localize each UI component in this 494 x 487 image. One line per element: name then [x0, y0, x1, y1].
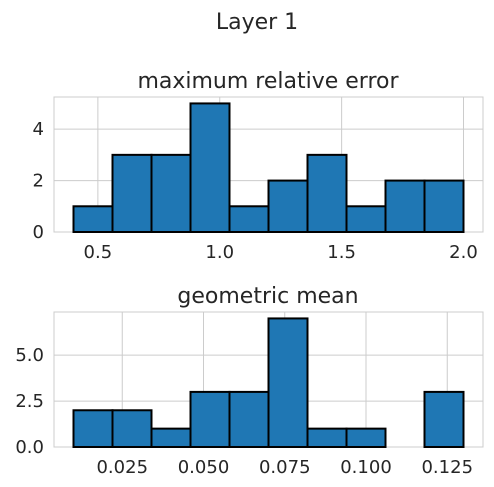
histogram-bar: [150, 427, 192, 449]
subplot-title: maximum relative error: [137, 69, 399, 94]
histogram-bar: [228, 390, 270, 448]
histogram-bar: [111, 409, 153, 449]
histogram-bar: [72, 409, 114, 449]
x-tick-label: 0.025: [96, 457, 148, 478]
x-tick-label: 0.125: [421, 457, 473, 478]
histogram-bar: [267, 179, 309, 233]
histogram-bar: [111, 153, 153, 234]
subplot-geometric-mean: geometric mean 0.025 0.050 0.075 0.100 0.125…: [15, 284, 484, 478]
histogram-bar: [423, 179, 465, 233]
histogram-bar: [267, 317, 309, 448]
histogram-bar: [345, 427, 387, 449]
histogram-bar: [150, 153, 192, 234]
y-tick-label: 5.0: [15, 345, 44, 366]
histogram-bar: [384, 179, 426, 233]
x-tick-label: 0.075: [259, 457, 311, 478]
histogram-bar: [306, 427, 348, 449]
subplot-title: geometric mean: [177, 284, 358, 309]
histogram-bar: [423, 390, 465, 448]
x-tick-label: 0.050: [178, 457, 230, 478]
histogram-bar: [189, 102, 231, 233]
histogram-bar: [345, 205, 387, 234]
x-tick-label: 0.100: [340, 457, 392, 478]
subplot-maximum-relative-error: maximum relative error 0.5 1.0 1.5 2.0 0 2 4: [33, 69, 484, 263]
figure-suptitle: Layer 1: [216, 10, 298, 35]
y-tick-label: 2: [33, 171, 44, 192]
y-tick-label: 0.0: [15, 437, 44, 458]
y-tick-label: 4: [33, 119, 44, 140]
histogram-bar: [306, 153, 348, 234]
histogram-bar: [72, 205, 114, 234]
x-tick-label: 0.5: [84, 242, 113, 263]
y-tick-label: 0: [33, 222, 44, 243]
x-tick-label: 2.0: [449, 242, 478, 263]
histogram-bar: [228, 205, 270, 234]
x-tick-label: 1.0: [205, 242, 234, 263]
y-tick-label: 2.5: [15, 391, 44, 412]
histogram-bar: [189, 390, 231, 448]
x-tick-label: 1.5: [327, 242, 356, 263]
